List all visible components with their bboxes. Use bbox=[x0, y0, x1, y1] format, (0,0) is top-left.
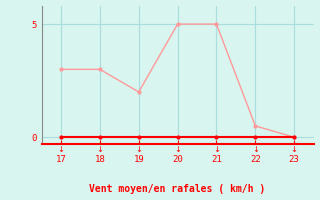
X-axis label: Vent moyen/en rafales ( km/h ): Vent moyen/en rafales ( km/h ) bbox=[90, 184, 266, 194]
Text: ↓: ↓ bbox=[213, 145, 220, 154]
Text: ↓: ↓ bbox=[291, 145, 298, 154]
Text: ↓: ↓ bbox=[252, 145, 259, 154]
Text: ↓: ↓ bbox=[96, 145, 103, 154]
Text: ↓: ↓ bbox=[135, 145, 142, 154]
Text: ↓: ↓ bbox=[174, 145, 181, 154]
Text: ↓: ↓ bbox=[58, 145, 65, 154]
